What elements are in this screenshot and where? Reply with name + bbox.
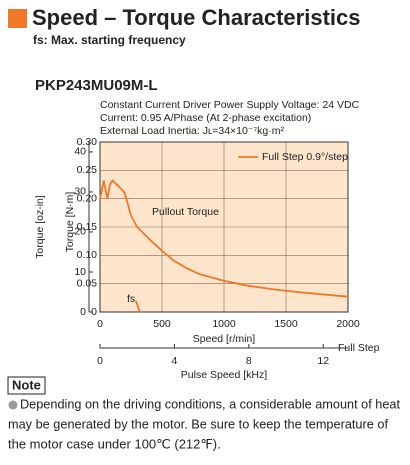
y2-tick-label: 20 (74, 226, 86, 238)
y-tick-label: 0.20 (77, 192, 98, 204)
x-tick-label: 1000 (212, 318, 236, 330)
condition: Current: 0.95 A/Phase (At 2-phase excita… (100, 112, 311, 124)
x-tick-label: 500 (153, 318, 171, 330)
page-title: Speed – Torque Characteristics (32, 5, 361, 30)
y2-axis-label: Torque [oz-in] (34, 195, 46, 259)
fs-label: fs (127, 293, 135, 305)
note-box (7, 376, 46, 395)
x2-tick-label: 12 (317, 355, 329, 367)
y2-tick-label: 30 (74, 186, 86, 198)
y-tick-label: 0.15 (77, 221, 98, 233)
note-text: Depending on the driving conditions, a c… (20, 396, 400, 411)
y-tick-label: 0.10 (77, 249, 98, 261)
title-icon (8, 9, 27, 28)
x2-note: Full Step (338, 342, 380, 354)
x2-tick-label: 0 (97, 355, 103, 367)
x2-tick-label: 4 (171, 355, 177, 367)
y-tick-label: 0.25 (77, 164, 98, 176)
note-text: may be generated by the motor. Be sure t… (8, 416, 388, 431)
y-tick-label: 0.30 (77, 136, 98, 148)
x-axis-label: Speed [r/min] (193, 333, 256, 345)
condition: Constant Current Driver Power Supply Vol… (100, 99, 360, 111)
note-label: Note (12, 377, 41, 392)
fs-line (135, 300, 141, 313)
y-tick-label: 0.05 (77, 277, 98, 289)
y-axis-label: Torque [N·m] (64, 192, 76, 253)
x-tick-label: 1500 (274, 318, 298, 330)
legend-label: Full Step 0.9°/step (262, 151, 348, 163)
y2-tick-label: 40 (74, 146, 86, 158)
y-tick-label: 0 (91, 306, 97, 318)
annotation: Pullout Torque (152, 206, 219, 218)
bullet (8, 400, 18, 410)
y2-tick-label: 10 (74, 266, 86, 278)
series-line (99, 179, 349, 298)
chart-title: PKP243MU09M-L (35, 77, 158, 94)
plot-frame (99, 141, 349, 313)
x2-tick-label: 8 (246, 355, 252, 367)
y2-tick-label: 0 (80, 306, 86, 318)
subtitle: fs: Max. starting frequency (33, 33, 186, 47)
condition: External Load Inertia: Jʟ=34×10⁻⁷kg·m² (100, 125, 285, 137)
note-text: the motor case under 100℃ (212℉). (8, 436, 221, 451)
x-tick-label: 2000 (336, 318, 360, 330)
x-tick-label: 0 (97, 318, 103, 330)
x2-axis-label: Pulse Speed [kHz] (181, 369, 267, 381)
